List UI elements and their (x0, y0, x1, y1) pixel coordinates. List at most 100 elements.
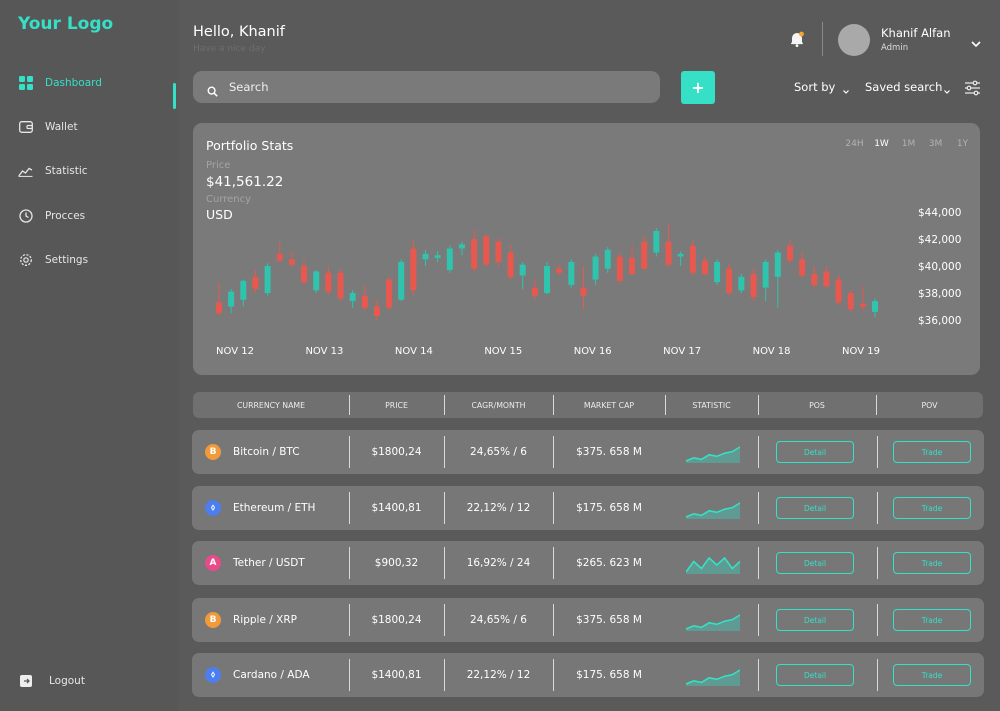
logout-label: Logout (49, 675, 85, 687)
wallet-icon (18, 120, 33, 135)
candle-down (786, 245, 793, 261)
y-tick-label: $44,000 (918, 207, 961, 219)
column-divider (444, 547, 445, 579)
column-divider (349, 604, 350, 636)
candle-up (519, 264, 526, 276)
range-1w[interactable]: 1W (874, 139, 889, 149)
add-button[interactable]: + (681, 71, 715, 104)
filter-icon[interactable] (964, 80, 981, 96)
cagr-cell: 22,12% / 12 (466, 669, 531, 681)
greeting: Hello, Khanif (193, 24, 285, 40)
column-divider (349, 492, 350, 524)
market-cap-cell: $265. 623 M (576, 557, 642, 569)
trade-button[interactable]: Trade (893, 441, 971, 463)
sidebar-item-wallet[interactable]: Wallet (18, 116, 78, 138)
trade-button[interactable]: Trade (893, 552, 971, 574)
table-row[interactable]: A Tether / USDT $900,32 16,92% / 24 $265… (192, 541, 984, 585)
sparkline-area (686, 558, 740, 574)
candle-up (604, 249, 611, 269)
candle-down (483, 236, 490, 265)
candle-down (835, 279, 842, 303)
sidebar-item-statistic[interactable]: Statistic (18, 160, 88, 182)
sparkline-chart (686, 669, 740, 686)
column-divider (758, 395, 759, 415)
candle-up (313, 271, 320, 291)
y-tick-label: $36,000 (918, 315, 961, 327)
sparkline-chart (686, 502, 740, 519)
y-tick-label: $42,000 (918, 234, 961, 246)
search-input[interactable] (229, 80, 609, 94)
logout-button[interactable]: Logout (18, 673, 85, 689)
card-title: Portfolio Stats (206, 138, 294, 153)
candle-up (568, 261, 575, 285)
sidebar: Your Logo Dashboard Wallet Statistic Pro… (0, 0, 178, 711)
coin-icon: ⬨ (205, 667, 221, 683)
avatar[interactable] (838, 24, 870, 56)
saved-search-dropdown[interactable]: Saved search (865, 80, 951, 94)
bell-icon[interactable] (788, 30, 806, 48)
candle-down (337, 272, 344, 299)
sparkline-chart (686, 614, 740, 631)
sidebar-item-settings[interactable]: Settings (18, 249, 88, 271)
table-row[interactable]: B Ripple / XRP $1800,24 24,65% / 6 $375.… (192, 598, 984, 642)
column-divider (444, 604, 445, 636)
detail-button[interactable]: Detail (776, 441, 854, 463)
candle-down (556, 268, 563, 273)
detail-button[interactable]: Detail (776, 609, 854, 631)
candle-up (228, 291, 235, 307)
candle-up (240, 280, 247, 300)
portfolio-stats-card: Portfolio Stats Price $41,561.22 Currenc… (193, 123, 980, 375)
candle-up (458, 244, 465, 249)
column-divider (553, 492, 554, 524)
candle-down (276, 253, 283, 261)
detail-button[interactable]: Detail (776, 552, 854, 574)
price-label: Price (206, 160, 231, 171)
user-role: Admin (881, 43, 909, 53)
candle-down (288, 259, 295, 265)
candle-down (616, 256, 623, 281)
active-indicator (173, 83, 176, 109)
sidebar-item-label: Settings (45, 254, 89, 266)
currency-name: Bitcoin / BTC (233, 446, 300, 458)
range-3m[interactable]: 3M (928, 139, 943, 149)
y-tick-label: $38,000 (918, 288, 961, 300)
detail-button[interactable]: Detail (776, 664, 854, 686)
candle-up (653, 230, 660, 253)
candle-down (325, 272, 332, 292)
table-row[interactable]: ⬨ Cardano / ADA $1400,81 22,12% / 12 $17… (192, 653, 984, 697)
range-1m[interactable]: 1M (901, 139, 916, 149)
column-divider (553, 436, 554, 468)
candle-up (774, 252, 781, 277)
x-tick-label: NOV 12 (216, 346, 254, 357)
currency-name: Tether / USDT (233, 557, 305, 569)
user-name: Khanif Alfan (881, 26, 951, 40)
sort-by-dropdown[interactable]: Sort by (794, 80, 850, 94)
x-tick-label: NOV 19 (842, 346, 880, 357)
candle-down (580, 287, 587, 296)
table-row[interactable]: B Bitcoin / BTC $1800,24 24,65% / 6 $375… (192, 430, 984, 474)
table-row[interactable]: ⬨ Ethereum / ETH $1400,81 22,12% / 12 $1… (192, 486, 984, 530)
candle-down (410, 248, 417, 291)
column-divider (877, 436, 878, 468)
candle-up (714, 261, 721, 283)
sidebar-item-dashboard[interactable]: Dashboard (18, 72, 102, 94)
trade-button[interactable]: Trade (893, 664, 971, 686)
sparkline-area (686, 670, 740, 686)
chevron-down-icon[interactable] (970, 34, 982, 48)
detail-button[interactable]: Detail (776, 497, 854, 519)
trade-button[interactable]: Trade (893, 609, 971, 631)
chart-line-icon (18, 164, 33, 179)
search-bar[interactable] (193, 71, 660, 103)
sparkline-area (686, 447, 740, 463)
sidebar-item-procces[interactable]: Procces (18, 205, 85, 227)
grid-icon (18, 76, 33, 91)
sidebar-item-label: Statistic (45, 165, 88, 177)
column-header: POV (921, 400, 938, 410)
range-24h[interactable]: 24H (845, 139, 864, 149)
column-divider (758, 492, 759, 524)
trade-button[interactable]: Trade (893, 497, 971, 519)
column-divider (444, 492, 445, 524)
range-1y[interactable]: 1Y (956, 139, 969, 149)
price-cell: $1800,24 (371, 446, 422, 458)
candle-down (361, 295, 368, 308)
